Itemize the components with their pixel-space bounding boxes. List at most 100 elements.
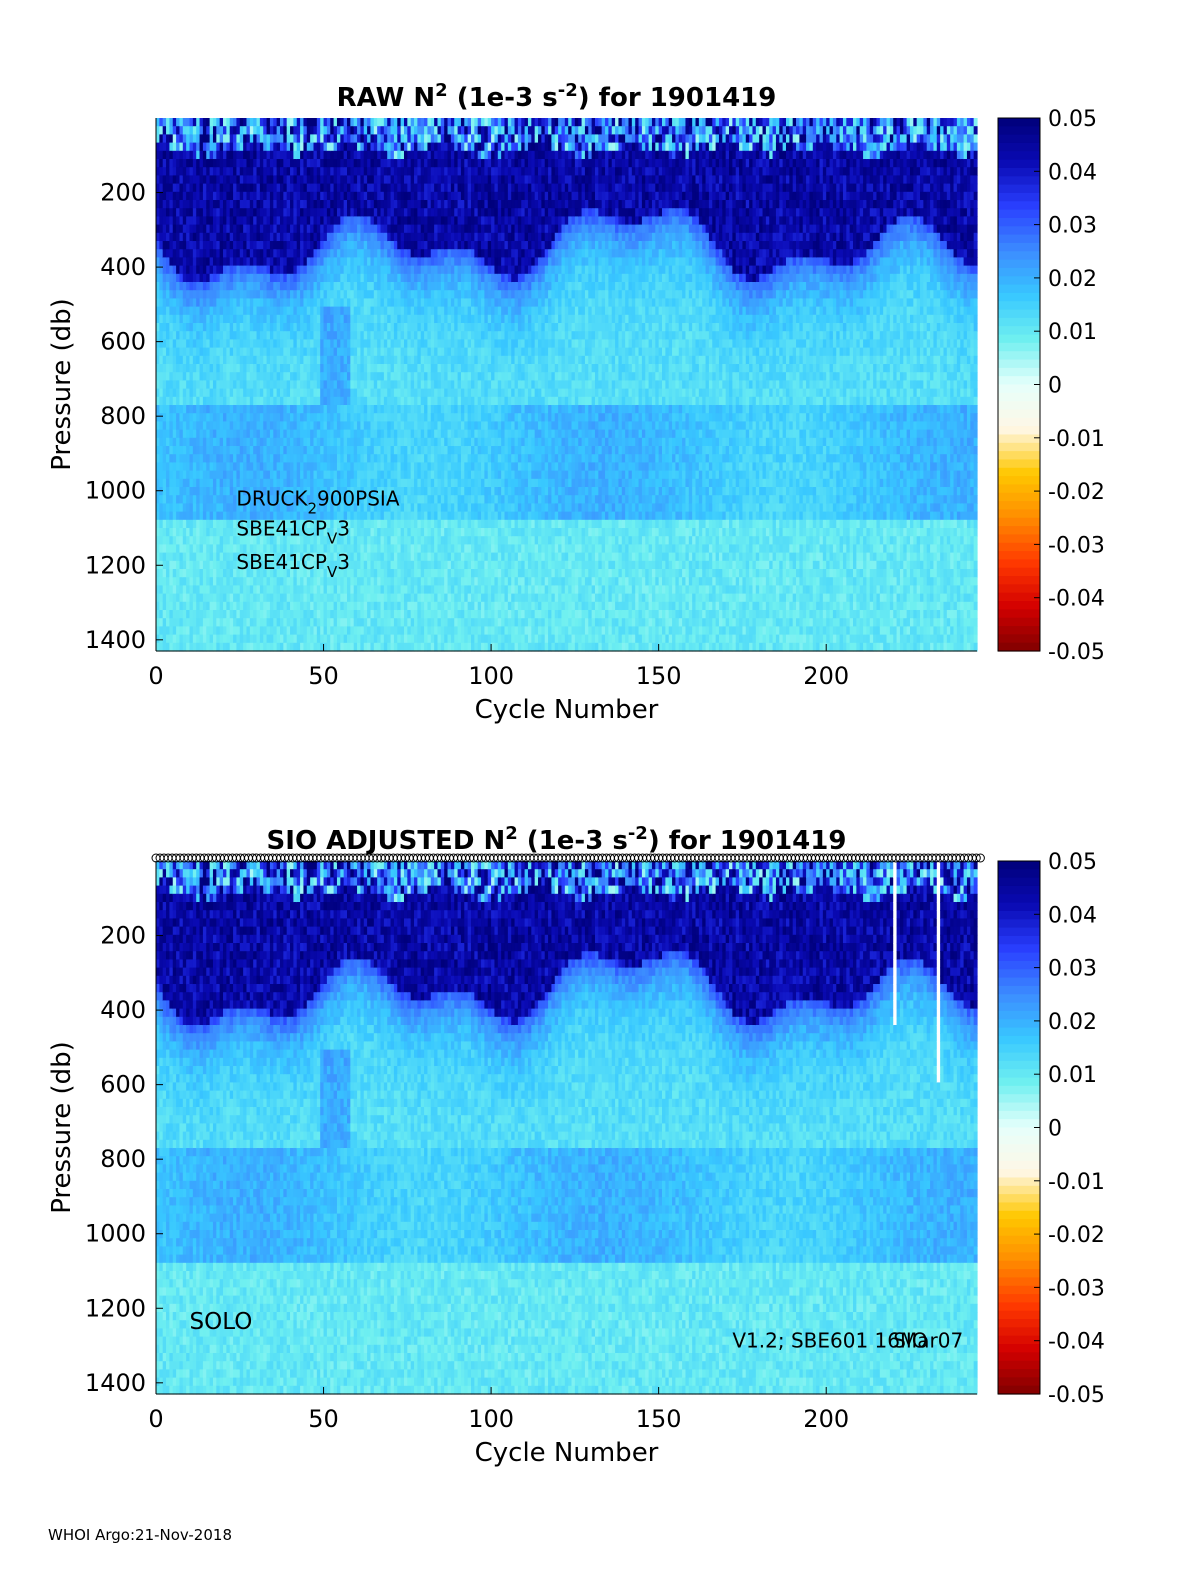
heatmap-cell — [203, 643, 207, 652]
heatmap-cell — [203, 421, 207, 430]
heatmap-cell — [203, 315, 207, 324]
heatmap-cell — [169, 512, 173, 521]
heatmap-cell — [203, 167, 207, 176]
heatmap-cell — [169, 544, 173, 553]
heatmap-cell — [169, 216, 173, 225]
heatmap-cell — [203, 495, 207, 504]
heatmap-cell — [203, 356, 207, 365]
heatmap-cell — [169, 290, 173, 299]
heatmap-cell — [169, 389, 173, 398]
heatmap-cell — [169, 249, 173, 258]
heatmap-cell — [169, 618, 173, 627]
heatmap-cell — [169, 380, 173, 389]
heatmap-cell — [203, 298, 207, 307]
heatmap-cell — [203, 462, 207, 471]
heatmap-cell — [169, 635, 173, 644]
heatmap-cell — [203, 372, 207, 381]
heatmap-cell — [169, 479, 173, 488]
heatmap-cell — [203, 487, 207, 496]
heatmap-cell — [203, 225, 207, 234]
heatmap-cell — [203, 430, 207, 439]
heatmap-cell — [203, 184, 207, 193]
heatmap-cell — [203, 438, 207, 447]
heatmap-cell — [203, 618, 207, 627]
heatmap-cell — [169, 126, 173, 135]
heatmap-cell — [169, 225, 173, 234]
heatmap-cell — [203, 307, 207, 316]
heatmap-cell — [169, 315, 173, 324]
heatmap-cell — [203, 446, 207, 455]
heatmap-cell — [203, 405, 207, 414]
heatmap-cell — [169, 471, 173, 480]
heatmap-cell — [203, 503, 207, 512]
heatmap-cell — [203, 274, 207, 283]
figure: 0 50 100 150 200200400600800100012001400Cycl… — [0, 0, 1200, 1575]
heatmap-cell — [169, 487, 173, 496]
heatmap-cell — [203, 151, 207, 160]
heatmap-cell — [203, 413, 207, 422]
heatmap-cell — [169, 413, 173, 422]
heatmap-cell — [169, 553, 173, 562]
heatmap-cell — [169, 208, 173, 217]
heatmap-cell — [169, 528, 173, 537]
heatmap-cell — [169, 364, 173, 373]
heatmap-cell — [203, 536, 207, 545]
heatmap-cell — [203, 561, 207, 570]
heatmap-cell — [169, 602, 173, 611]
heatmap-cell — [169, 134, 173, 143]
heatmap-cell — [203, 249, 207, 258]
heatmap-cell — [169, 372, 173, 381]
heatmap-cell — [203, 339, 207, 348]
heatmap-cell — [203, 626, 207, 635]
heatmap-cell — [169, 594, 173, 603]
heatmap-cell — [169, 274, 173, 283]
heatmap-cell — [203, 143, 207, 152]
heatmap-cell — [169, 643, 173, 652]
heatmap-cell — [169, 184, 173, 193]
heatmap-cell — [203, 380, 207, 389]
heatmap-cell — [169, 348, 173, 357]
heatmap-cell — [203, 610, 207, 619]
heatmap-cell — [169, 495, 173, 504]
heatmap-cell — [169, 143, 173, 152]
heatmap-cell — [169, 397, 173, 406]
heatmap-cell — [203, 323, 207, 332]
heatmap-cell — [203, 397, 207, 406]
heatmap-cell — [169, 454, 173, 463]
heatmap-cell — [203, 126, 207, 135]
heatmap-cell — [203, 471, 207, 480]
heatmap-cell — [169, 307, 173, 316]
heatmap-cell — [169, 323, 173, 332]
heatmap-cell — [169, 421, 173, 430]
heatmap-cell — [203, 577, 207, 586]
heatmap-cell — [169, 339, 173, 348]
heatmap-cell — [169, 438, 173, 447]
heatmap-cell — [169, 536, 173, 545]
heatmap-cell — [169, 118, 173, 127]
heatmap-cell — [203, 192, 207, 201]
heatmap-cell — [203, 585, 207, 594]
heatmap-cell — [203, 364, 207, 373]
heatmap-cell — [169, 241, 173, 250]
heatmap-cell — [169, 151, 173, 160]
heatmap-cell — [169, 446, 173, 455]
heatmap-cell — [203, 348, 207, 357]
heatmap-cell — [169, 167, 173, 176]
heatmap-cell — [169, 200, 173, 209]
heatmap-cell — [203, 200, 207, 209]
heatmap-cell — [203, 282, 207, 291]
heatmap-cell — [169, 331, 173, 340]
heatmap-cell — [169, 561, 173, 570]
chart-raw: 0 50 100 150 200200400600800100012001400Cycl… — [47, 80, 1105, 725]
heatmap-cell — [169, 626, 173, 635]
heatmap-cell — [169, 610, 173, 619]
heatmap-cell — [169, 192, 173, 201]
heatmap-cell — [203, 216, 207, 225]
heatmap-cell — [169, 430, 173, 439]
heatmap-cell — [169, 356, 173, 365]
heatmap-cell — [169, 405, 173, 414]
heatmap-cell — [169, 298, 173, 307]
heatmap-cell — [169, 462, 173, 471]
heatmap-cell — [203, 159, 207, 168]
heatmap-cell — [203, 544, 207, 553]
